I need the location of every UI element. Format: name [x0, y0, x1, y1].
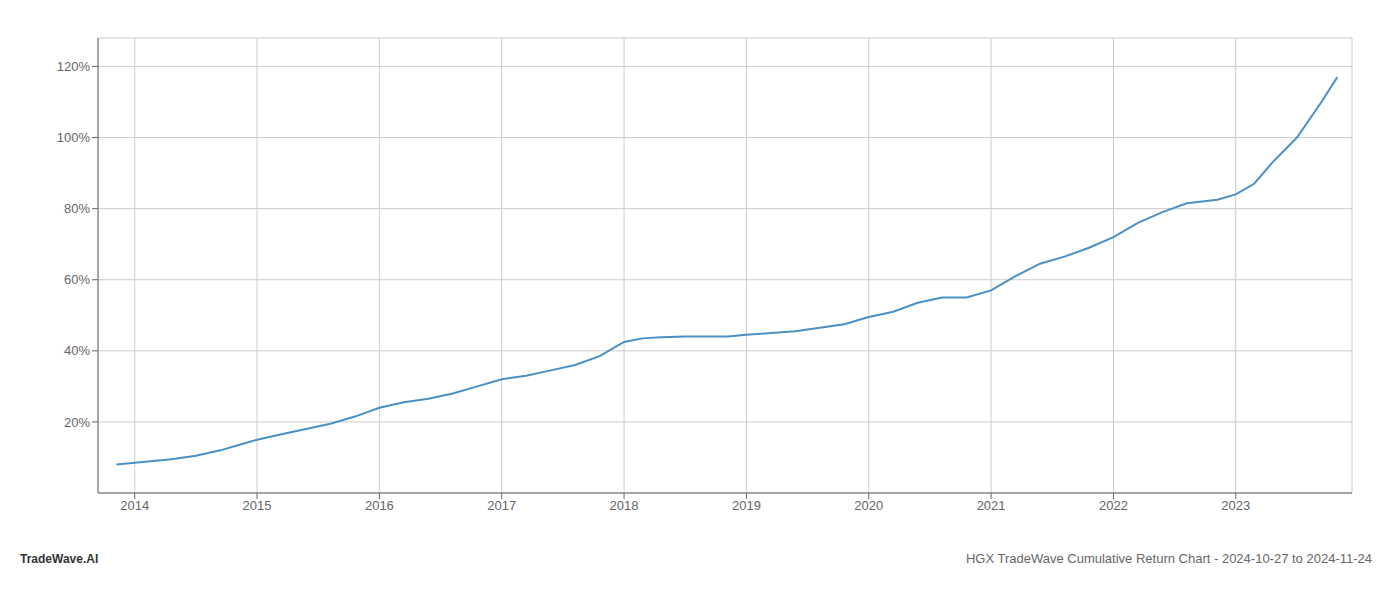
svg-text:100%: 100% — [57, 130, 91, 145]
svg-text:20%: 20% — [64, 415, 90, 430]
svg-text:2014: 2014 — [120, 498, 149, 513]
html-text:HGX TradeWave Cumulative Retur: HGX TradeWave Cumulative Return Chart - … — [965, 551, 1372, 566]
svg-text:2021: 2021 — [977, 498, 1006, 513]
svg-text:2022: 2022 — [1099, 498, 1128, 513]
svg-text:2020: 2020 — [854, 498, 883, 513]
svg-text:2019: 2019 — [732, 498, 761, 513]
svg-text:40%: 40% — [64, 343, 90, 358]
svg-text:2016: 2016 — [365, 498, 394, 513]
svg-text:2017: 2017 — [487, 498, 516, 513]
svg-text:2018: 2018 — [610, 498, 639, 513]
svg-text:60%: 60% — [64, 272, 90, 287]
svg-text:2023: 2023 — [1221, 498, 1250, 513]
svg-text:80%: 80% — [64, 201, 90, 216]
html-text:TradeWave.AI: TradeWave.AI — [20, 552, 99, 566]
svg-text:2015: 2015 — [243, 498, 272, 513]
svg-text:120%: 120% — [57, 59, 91, 74]
